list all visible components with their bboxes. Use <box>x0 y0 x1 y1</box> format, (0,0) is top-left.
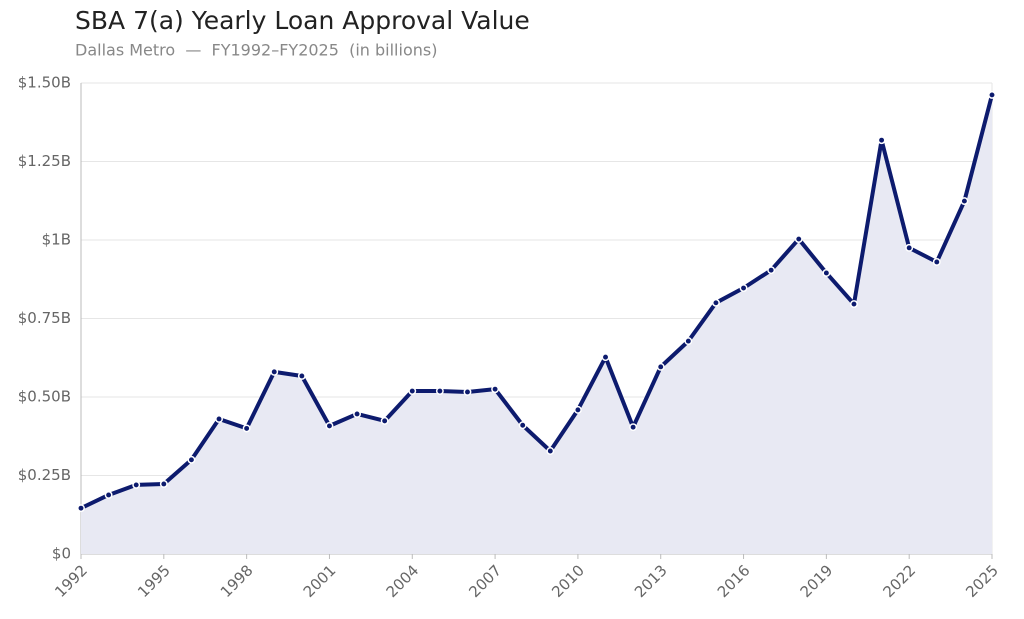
point <box>988 90 996 99</box>
point <box>518 421 527 430</box>
point <box>187 455 196 464</box>
x-tick-label: 1998 <box>217 561 257 601</box>
x-tick-label: 2016 <box>714 561 754 601</box>
x-tick-label: 2001 <box>300 561 340 601</box>
point <box>739 284 748 292</box>
point <box>629 423 638 432</box>
point <box>408 387 417 395</box>
point <box>767 266 776 275</box>
y-tick-label: $0 <box>52 545 71 563</box>
chart-subtitle: Dallas Metro — FY1992–FY2025 (in billion… <box>75 41 437 60</box>
point <box>491 385 500 394</box>
x-tick-label: 2019 <box>797 561 837 601</box>
point <box>353 410 362 418</box>
point <box>877 136 886 145</box>
point <box>905 243 914 252</box>
point <box>932 258 941 266</box>
point <box>132 480 141 489</box>
point <box>435 387 444 395</box>
point <box>711 298 720 307</box>
x-tick-label: 2010 <box>548 561 588 601</box>
x-tick-label: 2025 <box>962 561 1002 601</box>
line <box>80 94 994 510</box>
point <box>159 480 168 488</box>
x-tick-label: 2004 <box>383 561 423 601</box>
point <box>850 300 858 309</box>
point <box>684 337 693 346</box>
point <box>463 388 472 396</box>
x-tick-label: 1992 <box>51 561 91 601</box>
point <box>215 415 223 423</box>
y-tick-label: $1.50B <box>18 74 71 92</box>
point <box>601 353 610 362</box>
point <box>573 405 582 414</box>
point <box>242 424 251 433</box>
x-tick-label: 2007 <box>465 561 505 601</box>
x-tick-label: 2013 <box>631 561 671 601</box>
point <box>656 362 665 371</box>
point <box>380 416 389 425</box>
point <box>546 447 555 455</box>
y-tick-label: $0.50B <box>18 388 71 406</box>
chart-title: SBA 7(a) Yearly Loan Approval Value <box>75 6 530 35</box>
point <box>104 491 113 499</box>
point <box>822 269 831 277</box>
x-tick-label: 2022 <box>879 561 919 601</box>
point <box>794 235 803 244</box>
point <box>297 372 306 380</box>
point <box>325 421 334 430</box>
x-tick-label: 1995 <box>134 561 174 601</box>
y-tick-label: $0.75B <box>18 309 71 327</box>
point <box>960 197 969 206</box>
y-tick-label: $0.25B <box>18 466 71 484</box>
point <box>77 504 85 513</box>
point <box>270 367 279 376</box>
area <box>81 94 992 554</box>
y-tick-label: $1.25B <box>18 152 71 170</box>
y-tick-label: $1B <box>42 231 71 249</box>
